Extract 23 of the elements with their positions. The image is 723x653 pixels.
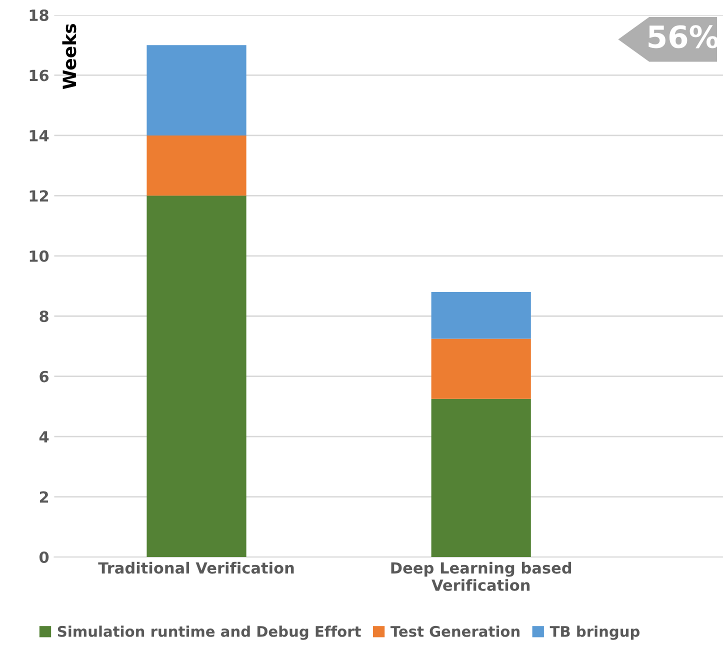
y-tick-label: 4	[39, 431, 49, 442]
y-tick-label: 18	[30, 9, 48, 22]
bar	[146, 45, 246, 136]
legend-label: TB bringup	[550, 626, 640, 640]
y-tick-label: 8	[40, 310, 48, 322]
bar	[146, 196, 246, 558]
y-tick-label: 12	[30, 190, 48, 202]
x-tick-label: Traditional Verification	[98, 562, 294, 574]
legend-label: Simulation runtime and Debug Effort	[58, 626, 361, 640]
y-tick-label: 10	[30, 250, 49, 262]
y-tick-label: 6	[40, 370, 49, 382]
bar	[431, 292, 531, 339]
bar	[431, 338, 531, 399]
y-tick-label: 2	[40, 491, 48, 503]
legend-label: Test Generation	[390, 626, 520, 637]
x-tick-label: Deep Learning based Verification	[391, 562, 572, 591]
y-tick-label: 14	[30, 130, 49, 142]
y-axis-title: Weeks	[62, 24, 76, 90]
bar	[431, 398, 531, 558]
bar	[146, 135, 246, 196]
annotation: 56%	[648, 25, 718, 48]
y-tick-label: 16	[30, 70, 49, 82]
y-tick-label: 0	[39, 551, 49, 564]
